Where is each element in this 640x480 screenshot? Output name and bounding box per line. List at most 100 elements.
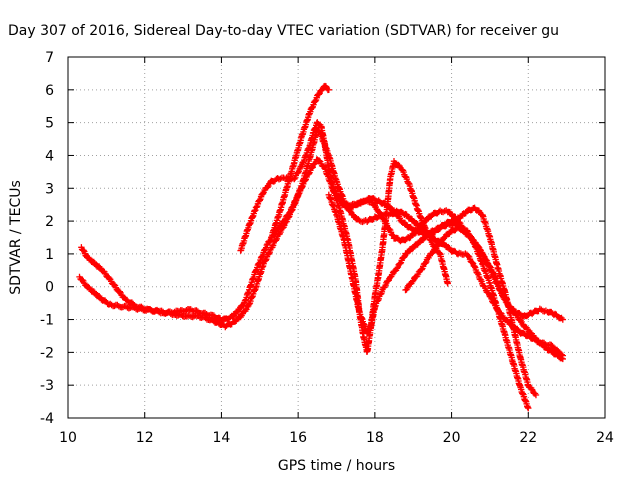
data-point bbox=[443, 236, 445, 239]
plot-frame bbox=[67, 56, 606, 419]
data-point bbox=[447, 210, 449, 212]
data-point bbox=[374, 295, 376, 298]
data-point bbox=[316, 122, 318, 124]
y-tick-label: -3 bbox=[40, 378, 54, 394]
data-point bbox=[412, 246, 414, 248]
data-point bbox=[435, 246, 437, 248]
data-point bbox=[401, 167, 403, 170]
data-point bbox=[109, 279, 111, 281]
y-axis-label: SDTVAR / TECUs bbox=[8, 180, 24, 295]
y-tick-label: -1 bbox=[40, 313, 54, 329]
data-point bbox=[255, 286, 257, 288]
data-point bbox=[527, 407, 529, 409]
data-point bbox=[374, 217, 376, 219]
data-point bbox=[197, 315, 200, 317]
data-point bbox=[240, 315, 242, 317]
data-point bbox=[328, 167, 330, 170]
data-series bbox=[76, 82, 567, 412]
data-point bbox=[309, 158, 311, 160]
series-track-7 bbox=[402, 224, 532, 412]
data-point bbox=[527, 335, 529, 337]
data-point bbox=[101, 299, 104, 301]
data-point bbox=[481, 213, 483, 216]
data-point bbox=[416, 207, 418, 209]
data-point bbox=[378, 200, 380, 202]
data-point bbox=[427, 233, 430, 235]
data-point bbox=[121, 305, 123, 308]
data-point bbox=[458, 227, 460, 229]
grid-lines bbox=[68, 57, 605, 418]
data-point bbox=[520, 387, 522, 390]
data-point bbox=[512, 325, 514, 327]
data-point bbox=[144, 309, 146, 311]
data-point bbox=[443, 243, 445, 245]
data-point bbox=[401, 220, 403, 222]
data-point bbox=[190, 309, 192, 311]
x-tick-label: 14 bbox=[213, 430, 231, 446]
data-point bbox=[458, 217, 460, 219]
data-point bbox=[546, 348, 549, 350]
data-point bbox=[324, 85, 326, 88]
data-point bbox=[489, 282, 491, 285]
chart-title: Day 307 of 2016, Sidereal Day-to-day VTE… bbox=[8, 23, 559, 39]
data-point bbox=[389, 213, 391, 216]
data-point bbox=[404, 289, 407, 291]
data-point bbox=[397, 266, 399, 268]
data-point bbox=[466, 230, 468, 232]
data-point bbox=[439, 253, 441, 255]
data-point bbox=[450, 220, 453, 222]
data-point bbox=[374, 305, 376, 308]
data-point bbox=[220, 318, 223, 321]
data-point bbox=[309, 145, 311, 147]
data-point bbox=[427, 256, 430, 258]
data-point bbox=[358, 312, 361, 314]
data-point bbox=[481, 282, 483, 285]
data-point bbox=[504, 292, 506, 294]
x-tick-label: 22 bbox=[519, 430, 537, 446]
data-point bbox=[520, 332, 522, 334]
data-point bbox=[539, 341, 541, 344]
data-point bbox=[454, 223, 457, 225]
y-tick-label: 1 bbox=[45, 247, 54, 263]
data-point bbox=[493, 273, 495, 275]
data-point bbox=[347, 240, 349, 242]
data-point bbox=[497, 309, 499, 311]
data-point bbox=[332, 187, 334, 189]
data-point bbox=[431, 213, 433, 216]
data-point bbox=[293, 161, 295, 163]
data-point bbox=[381, 289, 384, 291]
data-point bbox=[401, 240, 403, 242]
data-point bbox=[328, 194, 330, 196]
data-point bbox=[132, 307, 134, 309]
data-point bbox=[216, 322, 219, 324]
data-point bbox=[94, 292, 96, 294]
data-point bbox=[355, 204, 357, 206]
data-point bbox=[404, 213, 407, 216]
data-point bbox=[527, 384, 529, 386]
data-point bbox=[247, 305, 249, 308]
data-point bbox=[339, 210, 341, 212]
series-track-6 bbox=[325, 191, 540, 399]
data-point bbox=[80, 246, 83, 248]
data-point bbox=[312, 164, 315, 166]
data-point bbox=[358, 220, 361, 222]
data-point bbox=[562, 355, 564, 357]
x-tick-label: 20 bbox=[443, 430, 461, 446]
data-point bbox=[412, 220, 414, 222]
data-point bbox=[335, 181, 338, 183]
data-point bbox=[351, 276, 353, 278]
data-point bbox=[458, 253, 460, 255]
data-point bbox=[232, 315, 234, 317]
data-point bbox=[247, 227, 249, 229]
data-point bbox=[293, 177, 295, 180]
data-point bbox=[78, 276, 81, 278]
data-point bbox=[366, 351, 368, 353]
data-point bbox=[439, 210, 441, 212]
data-point bbox=[278, 177, 280, 180]
data-point bbox=[301, 164, 303, 166]
data-point bbox=[243, 302, 246, 304]
data-point bbox=[554, 314, 556, 316]
data-point bbox=[286, 220, 288, 222]
data-point bbox=[232, 322, 234, 324]
x-tick-label: 12 bbox=[136, 430, 154, 446]
